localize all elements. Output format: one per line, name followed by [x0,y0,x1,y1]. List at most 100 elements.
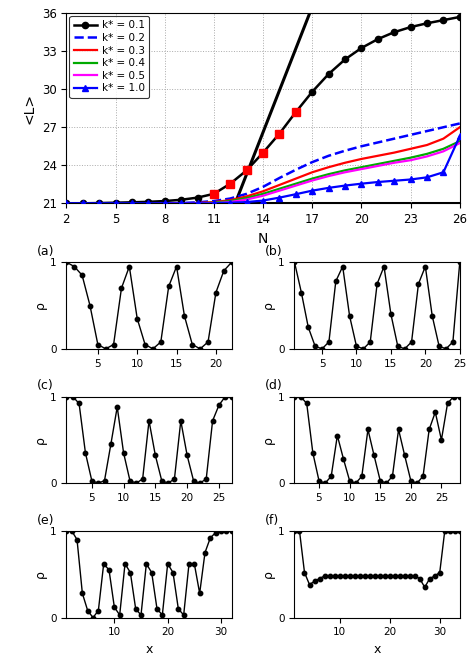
k* = 0.5 [178,199,184,207]
Line: k* = 0.1: k* = 0.1 [63,14,463,206]
k* = 0.5 [162,199,167,207]
Y-axis label: ρ: ρ [34,302,47,309]
k* = 0.3 [244,193,249,200]
k* = 0.2 [277,174,283,182]
k* = 0.1 [392,28,397,36]
k* = 0.1 [228,180,233,188]
k* = 0.1 [457,13,463,21]
k* = 0.5 [228,198,233,206]
Line: k* = 1.0: k* = 1.0 [63,133,463,206]
k* = 1.0 [457,132,463,140]
k* = 0.1 [244,166,249,174]
k* = 0.3 [211,198,217,206]
k* = 0.2 [408,131,413,139]
Text: (a): (a) [36,245,54,258]
k* = 0.4 [129,199,135,207]
k* = 0.3 [178,199,184,207]
Y-axis label: ρ: ρ [34,436,47,444]
k* = 0.5 [244,196,249,204]
k* = 1.0 [277,194,283,202]
k* = 0.1 [375,35,381,43]
k* = 1.0 [80,199,86,207]
k* = 0.3 [162,199,167,207]
k* = 0.2 [424,127,430,135]
k* = 0.3 [375,152,381,160]
k* = 1.0 [178,199,184,207]
Text: (f): (f) [264,514,279,526]
Y-axis label: ρ: ρ [34,570,47,578]
k* = 0.1 [326,70,331,78]
k* = 0.2 [96,199,102,207]
k* = 1.0 [424,173,430,181]
k* = 0.2 [162,199,167,207]
k* = 0.4 [195,199,201,207]
k* = 0.4 [277,185,283,193]
k* = 0.5 [260,192,266,200]
Line: k* = 0.3: k* = 0.3 [66,127,460,203]
k* = 0.5 [457,139,463,147]
k* = 0.1 [96,199,102,207]
k* = 0.5 [424,152,430,160]
k* = 0.1 [408,23,413,31]
k* = 0.2 [310,158,315,166]
k* = 0.4 [293,180,299,188]
k* = 0.4 [178,199,184,207]
k* = 0.5 [195,199,201,207]
k* = 0.4 [162,199,167,207]
k* = 0.4 [440,145,446,152]
k* = 0.4 [96,199,102,207]
k* = 0.4 [310,175,315,183]
k* = 0.4 [457,137,463,145]
k* = 0.3 [440,135,446,143]
k* = 0.4 [392,157,397,165]
Y-axis label: ρ: ρ [262,436,275,444]
k* = 0.1 [260,148,266,156]
k* = 0.5 [375,162,381,170]
Text: (e): (e) [36,514,54,526]
k* = 0.2 [80,199,86,207]
k* = 1.0 [408,175,413,183]
k* = 0.4 [80,199,86,207]
k* = 1.0 [96,199,102,207]
k* = 0.2 [113,199,118,207]
k* = 0.5 [80,199,86,207]
k* = 0.5 [440,147,446,155]
k* = 0.1 [358,44,364,52]
k* = 0.4 [64,199,69,207]
k* = 0.2 [211,197,217,205]
k* = 0.5 [392,159,397,167]
Y-axis label: ρ: ρ [262,302,275,309]
k* = 0.4 [211,199,217,207]
k* = 0.1 [113,199,118,207]
k* = 0.2 [440,124,446,131]
k* = 0.2 [326,152,331,160]
k* = 1.0 [211,199,217,207]
Text: (b): (b) [264,245,283,258]
k* = 0.4 [260,190,266,198]
k* = 0.3 [310,168,315,176]
k* = 0.1 [64,199,69,207]
k* = 0.1 [178,196,184,204]
k* = 0.2 [342,147,348,154]
k* = 0.1 [440,16,446,24]
k* = 0.3 [96,199,102,207]
X-axis label: x: x [374,643,381,656]
k* = 0.1 [129,198,135,206]
k* = 0.3 [358,155,364,163]
k* = 0.2 [178,199,184,207]
k* = 0.4 [342,166,348,174]
k* = 0.5 [211,199,217,207]
k* = 0.4 [408,154,413,162]
k* = 1.0 [260,196,266,204]
Text: (d): (d) [264,379,283,392]
k* = 0.3 [228,196,233,204]
k* = 1.0 [64,199,69,207]
k* = 0.3 [293,175,299,183]
Legend: k* = 0.1, k* = 0.2, k* = 0.3, k* = 0.4, k* = 0.5, k* = 1.0: k* = 0.1, k* = 0.2, k* = 0.3, k* = 0.4, … [70,16,149,98]
k* = 0.4 [244,194,249,202]
k* = 0.3 [326,163,331,171]
k* = 0.1 [293,108,299,116]
k* = 0.3 [146,199,151,207]
k* = 0.5 [358,165,364,173]
k* = 0.1 [424,19,430,27]
